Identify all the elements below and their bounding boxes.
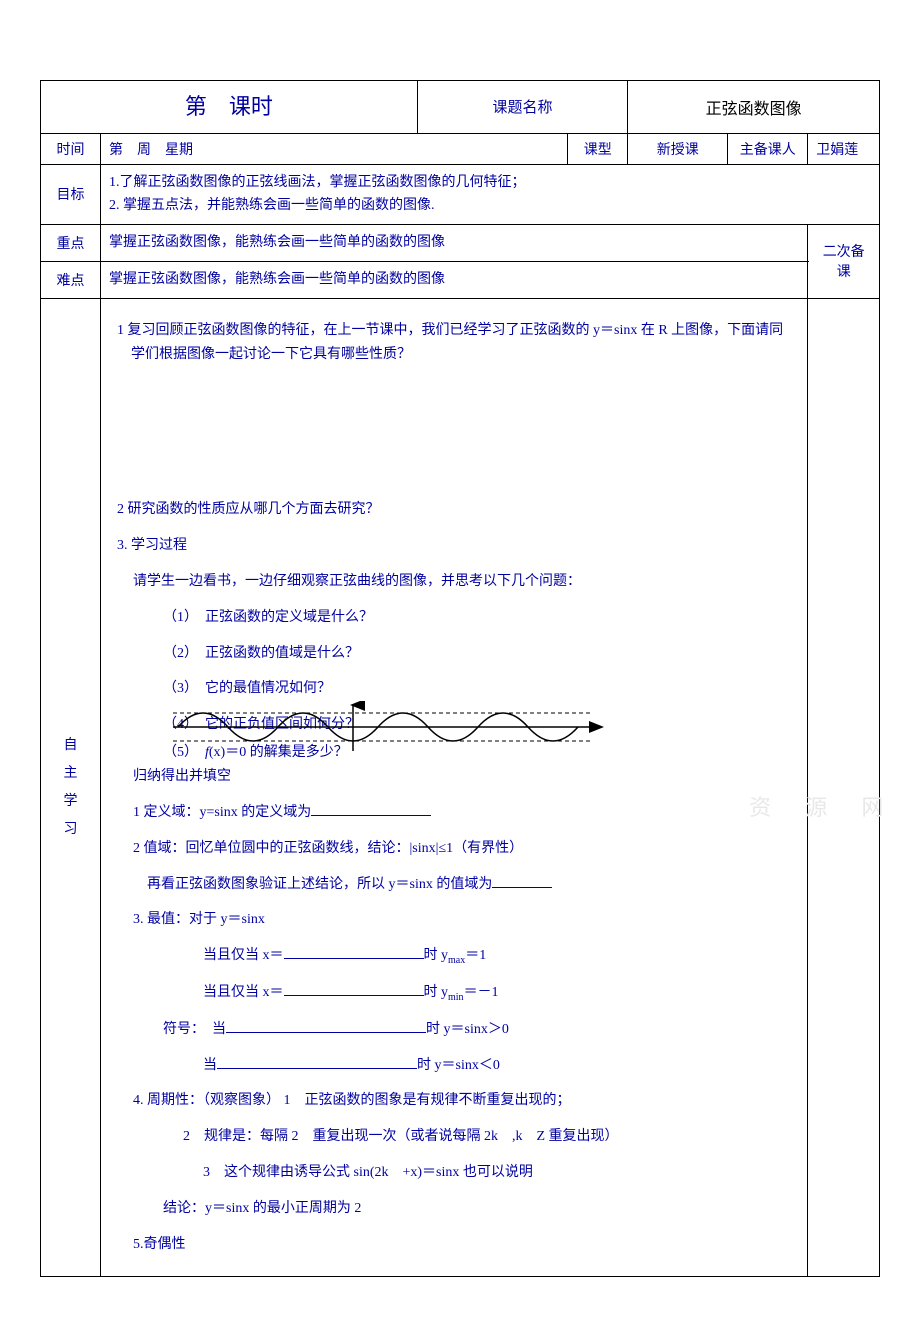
self-study-text: 自主学习 <box>64 732 78 844</box>
s4b: 2 规律是：每隔 2 重复出现一次（或者说每隔 2k ,k Z 重复出现） <box>173 1119 795 1155</box>
q5: （5） f(x)＝0 的解集是多少？ <box>113 735 352 771</box>
self-study-label: 自主学习 <box>41 298 101 1277</box>
keypoint-label: 重点 <box>41 225 101 262</box>
time-value: 第 周 星期 <box>101 133 568 164</box>
blank-domain <box>311 802 431 816</box>
s4c: 3 这个规律由诱导公式 sin(2k +x)＝sinx 也可以说明 <box>113 1155 795 1191</box>
self-study-content: 1 复习回顾正弦函数图像的特征，在上一节课中，我们已经学习了正弦函数的 y＝si… <box>101 298 808 1277</box>
s2b: 再看正弦函数图象验证上述结论，所以 y＝sinx 的值域为 <box>113 867 795 903</box>
q2: （2） 正弦函数的值域是什么？ <box>113 636 795 672</box>
item3-intro: 请学生一边看书，一边仔细观察正弦曲线的图像，并思考以下几个问题： <box>113 564 795 600</box>
type-label: 课型 <box>568 133 628 164</box>
item3: 3. 学习过程 <box>113 528 795 564</box>
difficulty-content: 掌握正弦函数图像，能熟练会画一些简单的函数的图像 <box>101 261 808 298</box>
topic-label-cell: 课题名称 <box>417 81 628 134</box>
lesson-period-cell: 第 课时 <box>41 81 418 134</box>
s5: 5.奇偶性 <box>113 1227 795 1263</box>
side-note-label: 二次备课 <box>808 225 880 299</box>
difficulty-label: 难点 <box>41 261 101 298</box>
item2: 2 研究函数的性质应从哪几个方面去研究？ <box>113 492 795 528</box>
type-value: 新授课 <box>628 133 728 164</box>
keypoint-content: 掌握正弦函数图像，能熟练会画一些简单的函数的图像 <box>101 225 808 262</box>
lesson-period-text: 第 课时 <box>185 87 273 127</box>
spacer <box>113 372 795 492</box>
author-value: 卫娟莲 <box>808 133 880 164</box>
review-item: 1 复习回顾正弦函数图像的特征，在上一节课中，我们已经学习了正弦函数的 y＝si… <box>127 313 795 373</box>
s2: 2 值域：回忆单位圆中的正弦函数线，结论：|sinx|≤1（有界性） <box>113 831 795 867</box>
time-label: 时间 <box>41 133 101 164</box>
author-label: 主备课人 <box>728 133 808 164</box>
lesson-plan-table: 第 课时 课题名称 正弦函数图像 时间 第 周 星期 课型 新授课 主备课人 卫… <box>40 80 880 1277</box>
s4: 4. 周期性：（观察图象） 1 正弦函数的图象是有规律不断重复出现的； <box>113 1083 795 1119</box>
blank-range <box>492 874 552 888</box>
topic-title-cell: 正弦函数图像 <box>628 81 880 134</box>
goal-content: 1.了解正弦函数图像的正弦线画法，掌握正弦函数图像的几何特征； 2. 掌握五点法… <box>101 164 880 225</box>
sine-wave-container: （4） 它的正负值区间如何分？ <box>113 707 795 759</box>
s3: 3. 最值：对于 y＝sinx <box>113 902 795 938</box>
s4d: 结论：y＝sinx 的最小正周期为 2 <box>113 1191 795 1227</box>
q1: （1） 正弦函数的定义域是什么？ <box>113 600 795 636</box>
goal-label: 目标 <box>41 164 101 225</box>
s3d: 当时 y＝sinx＜0 <box>113 1048 795 1084</box>
blank-negative <box>217 1055 417 1069</box>
s3a: 当且仅当 x＝时 ymax＝1 <box>113 938 795 975</box>
blank-max <box>284 945 424 959</box>
blank-min <box>284 982 424 996</box>
side-note-empty <box>808 298 880 1277</box>
s3b: 当且仅当 x＝时 ymin＝－1 <box>113 975 795 1012</box>
s3c: 符号： 当时 y＝sinx＞0 <box>113 1012 795 1048</box>
blank-positive <box>226 1019 426 1033</box>
s1: 1 定义域：y=sinx 的定义域为 <box>113 795 795 831</box>
